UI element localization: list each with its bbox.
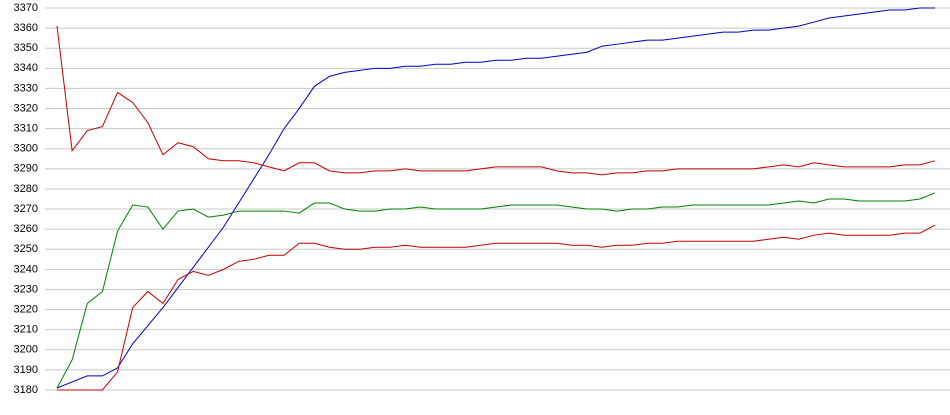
y-tick-label: 3280 bbox=[14, 183, 38, 195]
y-tick-label: 3260 bbox=[14, 223, 38, 235]
y-tick-label: 3300 bbox=[14, 143, 38, 155]
y-tick-label: 3290 bbox=[14, 163, 38, 175]
y-tick-label: 3310 bbox=[14, 123, 38, 135]
series-line bbox=[57, 224, 936, 391]
series-line bbox=[56, 7, 935, 389]
y-tick-label: 3350 bbox=[14, 42, 38, 54]
y-tick-label: 3210 bbox=[14, 324, 38, 336]
y-tick-label: 3180 bbox=[14, 384, 38, 396]
series-line bbox=[56, 192, 936, 389]
y-tick-label: 3320 bbox=[14, 102, 38, 114]
y-tick-label: 3360 bbox=[14, 22, 38, 34]
y-tick-label: 3340 bbox=[14, 62, 38, 74]
y-tick-label: 3330 bbox=[14, 82, 38, 94]
y-tick-label: 3270 bbox=[14, 203, 38, 215]
y-tick-label: 3230 bbox=[14, 283, 38, 295]
series-line bbox=[56, 26, 936, 176]
y-tick-label: 3190 bbox=[14, 364, 38, 376]
y-tick-label: 3220 bbox=[14, 303, 38, 315]
y-tick-label: 3250 bbox=[14, 243, 38, 255]
y-tick-label: 3200 bbox=[14, 344, 38, 356]
y-tick-label: 3240 bbox=[14, 263, 38, 275]
y-tick-label: 3370 bbox=[14, 2, 38, 14]
